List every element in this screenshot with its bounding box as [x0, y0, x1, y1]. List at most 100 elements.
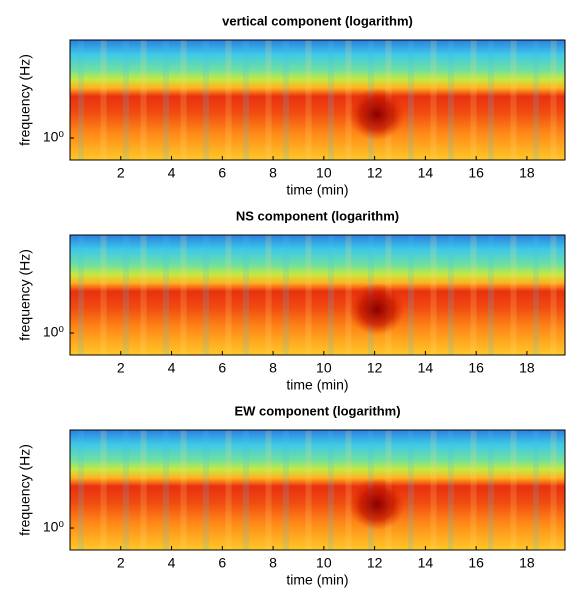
x-tick-label: 4 — [168, 555, 176, 571]
spectrogram-stripe — [265, 235, 272, 355]
spectrogram-stripe — [243, 40, 249, 160]
chart-title: vertical component (logarithm) — [222, 13, 413, 28]
spectrogram-stripe — [225, 235, 232, 355]
spectrogram-stripe — [265, 40, 272, 160]
spectrogram-stripe — [180, 40, 187, 160]
spectrogram-stripe — [203, 235, 209, 355]
x-tick-label: 6 — [218, 555, 226, 571]
spectrogram-stripe — [225, 430, 232, 550]
spectrogram-stripe — [283, 40, 289, 160]
spectrogram-stripe — [283, 235, 289, 355]
spectrogram-stripe — [163, 235, 169, 355]
spectrogram-stripe — [163, 430, 169, 550]
spectrogram-stripe — [533, 40, 539, 160]
spectrogram — [70, 235, 565, 355]
spectrogram-stripe — [328, 235, 334, 355]
plot-frame — [69, 39, 566, 161]
spectrogram-stripe — [100, 40, 107, 160]
x-tick-label: 14 — [418, 555, 434, 571]
spectrogram-stripe — [163, 40, 169, 160]
spectrogram-stripe — [345, 235, 352, 355]
y-tick-label: 10⁰ — [43, 324, 65, 340]
y-tick-label: 10⁰ — [43, 129, 65, 145]
spectrogram-stripe — [510, 430, 517, 550]
spectrogram-stripe — [408, 40, 414, 160]
plot-frame — [69, 234, 566, 356]
spectrogram-stripe — [550, 235, 557, 355]
x-tick-label: 12 — [367, 165, 383, 181]
spectrogram-stripe — [510, 40, 517, 160]
spectrogram-stripe — [345, 430, 352, 550]
x-tick-label: 10 — [316, 555, 332, 571]
spectrogram-stripe — [448, 235, 454, 355]
spectrogram-stripe — [510, 235, 517, 355]
spectrogram-stripe — [488, 430, 494, 550]
x-tick-label: 6 — [218, 165, 226, 181]
spectrogram-stripe — [140, 40, 147, 160]
spectrogram-stripe — [533, 235, 539, 355]
x-tick-label: 12 — [367, 555, 383, 571]
spectrogram-stripe — [203, 430, 209, 550]
spectrogram-peak — [348, 478, 405, 531]
y-axis-label: frequency (Hz) — [17, 444, 33, 536]
x-tick-label: 6 — [218, 360, 226, 376]
spectrogram-stripe — [265, 430, 272, 550]
x-tick-label: 2 — [117, 360, 125, 376]
spectrogram-stripe — [180, 235, 187, 355]
spectrogram — [70, 430, 565, 550]
spectrogram-stripe — [78, 430, 84, 550]
spectrogram-stripe — [305, 235, 312, 355]
spectrogram-stripe — [243, 235, 249, 355]
spectrogram-stripe — [470, 235, 477, 355]
spectrogram-stripe — [448, 40, 454, 160]
spectrogram-stripe — [140, 430, 147, 550]
x-tick-label: 14 — [418, 165, 434, 181]
y-tick-label: 10⁰ — [43, 519, 65, 535]
x-tick-label: 8 — [269, 360, 277, 376]
spectrogram-stripe — [100, 235, 107, 355]
x-tick-label: 16 — [468, 360, 484, 376]
y-axis-label: frequency (Hz) — [17, 54, 33, 146]
spectrogram-stripe — [408, 235, 414, 355]
x-tick-label: 12 — [367, 360, 383, 376]
x-axis-label: time (min) — [286, 182, 348, 198]
x-tick-label: 18 — [519, 555, 535, 571]
chart-title: NS component (logarithm) — [236, 208, 399, 223]
spectrogram-stripe — [345, 40, 352, 160]
spectrogram-stripe — [123, 430, 129, 550]
spectrogram-stripe — [123, 235, 129, 355]
x-tick-label: 18 — [519, 165, 535, 181]
y-axis-label: frequency (Hz) — [17, 249, 33, 341]
chart-title: EW component (logarithm) — [234, 403, 400, 418]
spectrogram-stripe — [78, 235, 84, 355]
spectrogram-stripe — [305, 40, 312, 160]
spectrogram-stripe — [430, 235, 437, 355]
spectrogram-stripe — [550, 40, 557, 160]
x-tick-label: 10 — [316, 165, 332, 181]
spectrogram-stripe — [123, 40, 129, 160]
spectrogram-stripe — [328, 40, 334, 160]
spectrogram-stripe — [470, 40, 477, 160]
spectrogram-peak — [348, 88, 405, 141]
spectrogram-stripe — [305, 430, 312, 550]
x-tick-label: 18 — [519, 360, 535, 376]
spectrogram-stripe — [243, 430, 249, 550]
spectrogram-stripe — [448, 430, 454, 550]
spectrogram-stripe — [100, 430, 107, 550]
spectrogram-stripe — [328, 430, 334, 550]
x-tick-label: 4 — [168, 165, 176, 181]
spectrogram-stripe — [203, 40, 209, 160]
spectrogram-stripe — [488, 235, 494, 355]
x-tick-label: 4 — [168, 360, 176, 376]
x-tick-label: 8 — [269, 165, 277, 181]
spectrogram-stripe — [533, 430, 539, 550]
x-tick-label: 8 — [269, 555, 277, 571]
spectrogram-stripe — [225, 40, 232, 160]
spectrogram-stripe — [470, 430, 477, 550]
spectrogram-stripe — [488, 40, 494, 160]
x-tick-label: 16 — [468, 555, 484, 571]
spectrogram-stripe — [430, 40, 437, 160]
spectrogram — [70, 40, 565, 160]
spectrogram-stripe — [408, 430, 414, 550]
